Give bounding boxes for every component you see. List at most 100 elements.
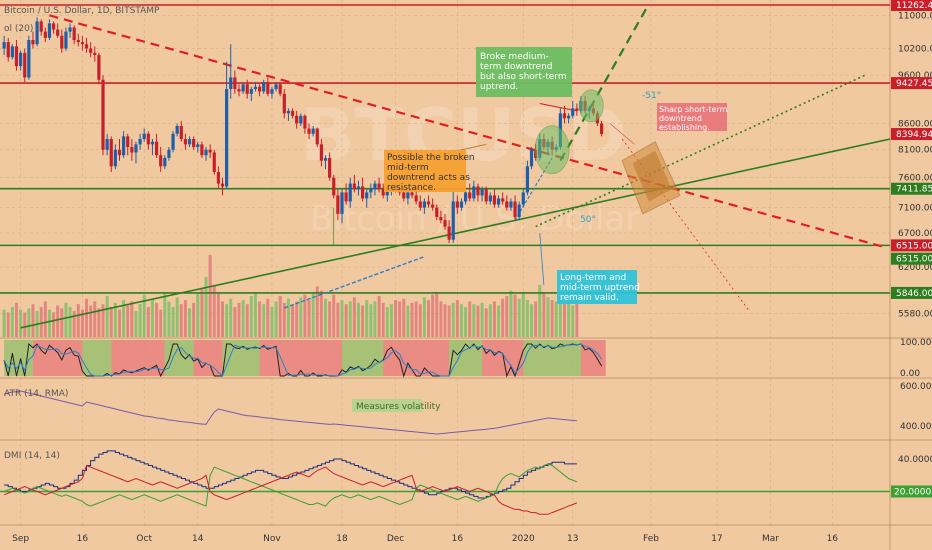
dmi-label: DMI (14, 14)	[4, 451, 60, 461]
candle-body	[270, 89, 274, 94]
dmi-plus-di-line	[3, 463, 578, 507]
volume-bar	[72, 311, 76, 337]
volume-bar	[295, 301, 299, 337]
volume-bar	[427, 300, 431, 337]
dmi-tick-label: 40.0000	[898, 455, 932, 465]
candle-body	[249, 89, 253, 94]
candle-body	[299, 115, 303, 124]
time-tick-label: 18	[336, 534, 348, 544]
volume-bar	[6, 312, 10, 337]
volume-bar	[480, 302, 484, 337]
dmi-minus-di-line	[3, 464, 578, 515]
oscillator-zone	[580, 340, 606, 376]
volume-bar	[332, 294, 336, 337]
volume-bar	[492, 301, 496, 337]
candle-body	[117, 149, 122, 156]
price-tick-label: 8100.00	[898, 146, 932, 156]
volume-bar	[299, 297, 303, 337]
candle-body	[262, 82, 266, 92]
volume-bar	[422, 297, 426, 337]
price-label: 6515.00	[896, 255, 932, 265]
candle-body	[150, 141, 155, 145]
volume-bar	[525, 300, 529, 337]
candle-body	[311, 128, 315, 134]
price-tick-label: 11000.00	[898, 11, 932, 21]
time-tick-label: Oct	[136, 534, 152, 544]
volume-bar	[262, 304, 266, 337]
volume-bar	[179, 304, 183, 337]
candle-body	[27, 39, 31, 78]
candle-body	[212, 152, 216, 172]
candle-body	[356, 186, 361, 190]
volume-bar	[31, 304, 35, 337]
price-label-box	[891, 182, 932, 195]
candle-body	[84, 44, 89, 49]
oscillator-zone	[82, 340, 112, 376]
volume-bar	[410, 302, 414, 337]
price-tick-label: 6200.00	[898, 263, 932, 273]
volume-bar	[447, 305, 451, 337]
volume-bar	[233, 306, 237, 337]
volume-bar	[394, 300, 398, 337]
candle-body	[220, 183, 225, 187]
volume-bar	[385, 306, 389, 337]
volume-bar	[183, 300, 187, 337]
oscillator-line-d	[3, 343, 603, 377]
time-tick-label: Mar	[762, 534, 779, 544]
candle-body	[328, 157, 332, 178]
candle-body	[435, 207, 439, 217]
candle-body	[167, 149, 171, 158]
volume-bar	[122, 300, 126, 337]
candle-body	[501, 198, 505, 202]
volume-bar	[270, 306, 274, 337]
volume-bar	[369, 304, 373, 337]
volume-bar	[291, 304, 295, 337]
candle-body	[200, 144, 204, 156]
candle-body	[286, 110, 291, 114]
volume-bar	[27, 308, 31, 337]
time-tick-label: Dec	[387, 534, 404, 544]
candle-body	[459, 201, 464, 208]
atr-tick-label: 400.00	[900, 422, 932, 432]
candle-body	[19, 52, 23, 67]
candle-body	[336, 195, 340, 214]
volume-bar	[435, 291, 439, 337]
candle-body	[159, 155, 163, 167]
volume-bar	[546, 297, 550, 337]
volume-bar	[229, 298, 233, 337]
atr-line	[3, 390, 577, 435]
volume-bar	[138, 304, 142, 337]
candle-body	[303, 115, 307, 129]
volume-bar	[85, 298, 89, 337]
candle-body	[192, 139, 196, 148]
volume-bar	[373, 301, 377, 337]
volume-bar	[542, 291, 546, 337]
candle-body	[443, 220, 447, 227]
candle-body	[105, 139, 109, 150]
volume-bar	[431, 294, 435, 337]
volume-bar	[134, 311, 138, 337]
volume-bar	[208, 255, 212, 337]
volume-bar	[509, 290, 513, 337]
volume-bar	[155, 302, 159, 337]
candle-body	[488, 195, 492, 202]
trendline	[49, 14, 883, 248]
volume-bar	[117, 309, 121, 337]
price-label-box	[891, 239, 932, 252]
volume-bar	[571, 305, 575, 337]
dmi-level-box	[891, 485, 932, 498]
candle-body	[35, 21, 39, 45]
volume-bar	[513, 294, 517, 337]
candle-body	[43, 31, 47, 38]
volume-bar	[344, 304, 348, 337]
volume-bar	[60, 308, 64, 337]
candle-body	[97, 55, 101, 80]
volume-bar	[315, 286, 319, 337]
candle-body	[377, 183, 381, 190]
volume-bar	[258, 301, 262, 337]
candle-body	[14, 46, 19, 67]
candle-body	[208, 149, 212, 153]
volume-bar	[68, 306, 72, 337]
